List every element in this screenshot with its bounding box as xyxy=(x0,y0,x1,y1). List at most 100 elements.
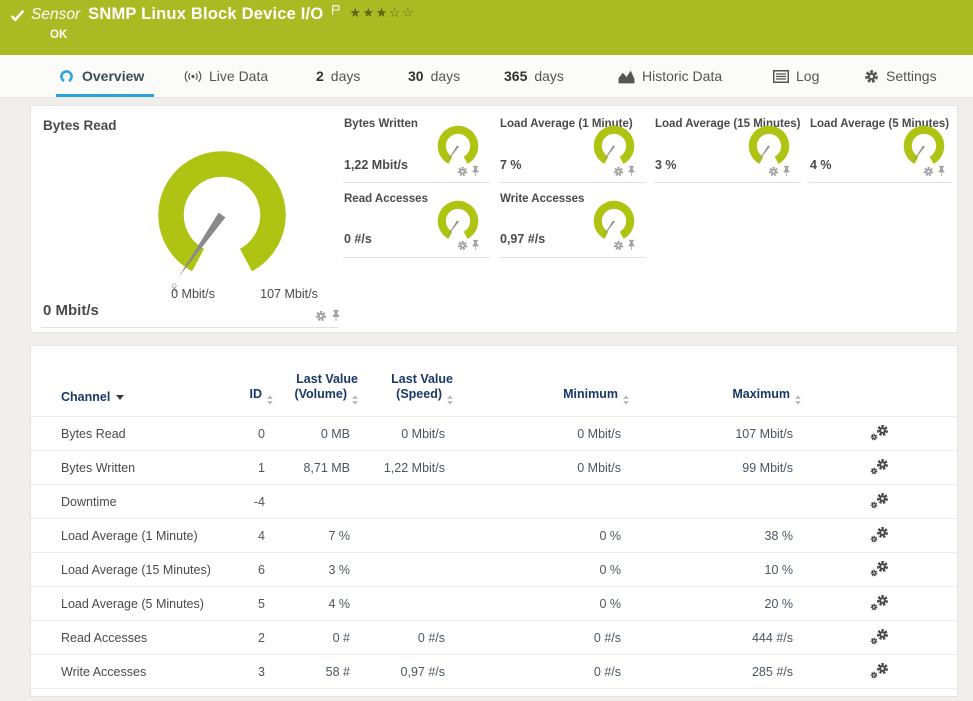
tab-30-days-number: 30 xyxy=(408,68,424,84)
gauge-value: 0 #/s xyxy=(344,232,372,246)
cell-last-volume: 0 # xyxy=(273,621,358,655)
cell-maximum: 107 Mbit/s xyxy=(629,417,801,451)
gauge-pin-icon[interactable] xyxy=(471,165,480,177)
column-header-id[interactable]: ID xyxy=(213,372,273,417)
gauge-title: Write Accesses xyxy=(500,193,584,205)
tab-2-days-number: 2 xyxy=(316,68,324,84)
channel-settings-gears-icon[interactable] xyxy=(870,424,889,441)
tab-live-data-label: Live Data xyxy=(209,68,268,84)
area-chart-icon xyxy=(618,69,635,84)
gauge-tile-load-average-1min[interactable]: Load Average (1 Minute) 7 % xyxy=(499,106,651,183)
gauge-title: Bytes Written xyxy=(344,118,418,130)
tab-2-days-label: days xyxy=(331,68,361,84)
cell-id: 5 xyxy=(213,587,273,621)
gauge-settings-gear-icon[interactable] xyxy=(768,166,779,177)
channel-settings-gears-icon[interactable] xyxy=(870,492,889,509)
sort-icon xyxy=(267,395,273,405)
column-header-last-value-volume[interactable]: Last Value (Volume) xyxy=(273,372,358,417)
cell-last-volume: 0 MB xyxy=(273,417,358,451)
tab-live-data[interactable]: Live Data xyxy=(184,55,268,97)
cell-last-speed: 0,97 #/s xyxy=(358,655,453,689)
sort-icon xyxy=(795,395,801,405)
gauge-tile-bytes-written[interactable]: Bytes Written 1,22 Mbit/s xyxy=(343,106,495,183)
table-row: Downtime -4 xyxy=(31,485,957,519)
cell-channel: Bytes Written xyxy=(31,451,213,485)
gauge-tile-load-average-15min[interactable]: Load Average (15 Minutes) 3 % xyxy=(654,106,806,183)
table-row: Write Accesses 3 58 # 0,97 #/s 0 #/s 285… xyxy=(31,655,957,689)
gauge-tile-bytes-read[interactable]: Bytes Read x̄ 0 Mbit/s 107 Mbit/s 0 Mbit… xyxy=(31,106,343,332)
channel-settings-gears-icon[interactable] xyxy=(870,526,889,543)
column-header-label: (Volume) xyxy=(294,387,347,401)
table-row: Load Average (1 Minute) 4 7 % 0 % 38 % xyxy=(31,519,957,553)
channel-settings-gears-icon[interactable] xyxy=(870,594,889,611)
gauge-scale-min: 0 Mbit/s xyxy=(147,287,239,301)
cell-last-speed: 0 Mbit/s xyxy=(358,417,453,451)
sort-icon xyxy=(352,395,358,405)
column-header-edit xyxy=(801,372,957,417)
cell-last-volume xyxy=(273,485,358,519)
gauge-settings-gear-icon[interactable] xyxy=(315,310,327,322)
channel-settings-gears-icon[interactable] xyxy=(870,458,889,475)
gauge-pin-icon[interactable] xyxy=(331,309,341,322)
table-row: Bytes Written 1 8,71 MB 1,22 Mbit/s 0 Mb… xyxy=(31,451,957,485)
gauge-settings-gear-icon[interactable] xyxy=(923,166,934,177)
tab-bar: Overview Live Data 2 days 30 days 365 da… xyxy=(0,55,973,98)
cell-id: 4 xyxy=(213,519,273,553)
gauge-settings-gear-icon[interactable] xyxy=(613,166,624,177)
flag-icon[interactable] xyxy=(331,5,341,15)
tab-overview-label: Overview xyxy=(82,68,144,84)
cell-channel: Read Accesses xyxy=(31,621,213,655)
cell-last-speed xyxy=(358,519,453,553)
channel-settings-gears-icon[interactable] xyxy=(870,662,889,679)
gauge-pin-icon[interactable] xyxy=(471,239,480,251)
cell-channel: Load Average (5 Minutes) xyxy=(31,587,213,621)
cell-minimum: 0 % xyxy=(453,587,629,621)
gauge-icon xyxy=(58,68,75,85)
tab-30-days[interactable]: 30 days xyxy=(408,55,460,97)
column-header-id-label: ID xyxy=(250,387,263,401)
channel-settings-gears-icon[interactable] xyxy=(870,628,889,645)
table-row: Bytes Read 0 0 MB 0 Mbit/s 0 Mbit/s 107 … xyxy=(31,417,957,451)
gauge-pin-icon[interactable] xyxy=(627,239,636,251)
column-header-maximum[interactable]: Maximum xyxy=(629,372,801,417)
cell-id: 3 xyxy=(213,655,273,689)
gauge-settings-gear-icon[interactable] xyxy=(613,240,624,251)
cell-channel: Load Average (15 Minutes) xyxy=(31,553,213,587)
cell-last-volume: 3 % xyxy=(273,553,358,587)
tab-2-days[interactable]: 2 days xyxy=(316,55,360,97)
cell-channel: Write Accesses xyxy=(31,655,213,689)
column-header-channel[interactable]: Channel xyxy=(31,372,213,417)
tab-settings[interactable]: Settings xyxy=(864,55,937,97)
divider xyxy=(41,327,339,328)
gauge-pin-icon[interactable] xyxy=(627,165,636,177)
gauge-pin-icon[interactable] xyxy=(937,165,946,177)
gauge-dial-bytes-read: x̄ xyxy=(137,130,307,300)
gauge-tile-load-average-5min[interactable]: Load Average (5 Minutes) 4 % xyxy=(809,106,957,183)
tab-overview[interactable]: Overview xyxy=(58,55,144,97)
cell-last-volume: 8,71 MB xyxy=(273,451,358,485)
gauges-panel: Bytes Read x̄ 0 Mbit/s 107 Mbit/s 0 Mbit… xyxy=(30,105,958,333)
gauge-tile-read-accesses[interactable]: Read Accesses 0 #/s xyxy=(343,186,495,258)
gauge-value: 1,22 Mbit/s xyxy=(344,158,408,172)
cell-maximum: 99 Mbit/s xyxy=(629,451,801,485)
gauge-settings-gear-icon[interactable] xyxy=(457,166,468,177)
gauge-tile-write-accesses[interactable]: Write Accesses 0,97 #/s xyxy=(499,186,651,258)
cell-maximum: 38 % xyxy=(629,519,801,553)
column-header-maximum-label: Maximum xyxy=(732,387,790,401)
gauge-pin-icon[interactable] xyxy=(782,165,791,177)
cell-channel: Bytes Read xyxy=(31,417,213,451)
tab-log[interactable]: Log xyxy=(773,55,819,97)
gauge-settings-gear-icon[interactable] xyxy=(457,240,468,251)
tab-historic-data-label: Historic Data xyxy=(642,68,722,84)
tab-historic-data[interactable]: Historic Data xyxy=(618,55,722,97)
column-header-last-value-speed[interactable]: Last Value (Speed) xyxy=(358,372,453,417)
tab-365-days[interactable]: 365 days xyxy=(504,55,564,97)
column-header-minimum[interactable]: Minimum xyxy=(453,372,629,417)
cell-minimum: 0 Mbit/s xyxy=(453,417,629,451)
cell-maximum xyxy=(629,485,801,519)
cell-minimum: 0 Mbit/s xyxy=(453,451,629,485)
channel-settings-gears-icon[interactable] xyxy=(870,560,889,577)
priority-stars[interactable]: ★★★☆☆ xyxy=(349,5,415,21)
gauge-value: 0,97 #/s xyxy=(500,232,545,246)
gauge-value: 3 % xyxy=(655,158,677,172)
